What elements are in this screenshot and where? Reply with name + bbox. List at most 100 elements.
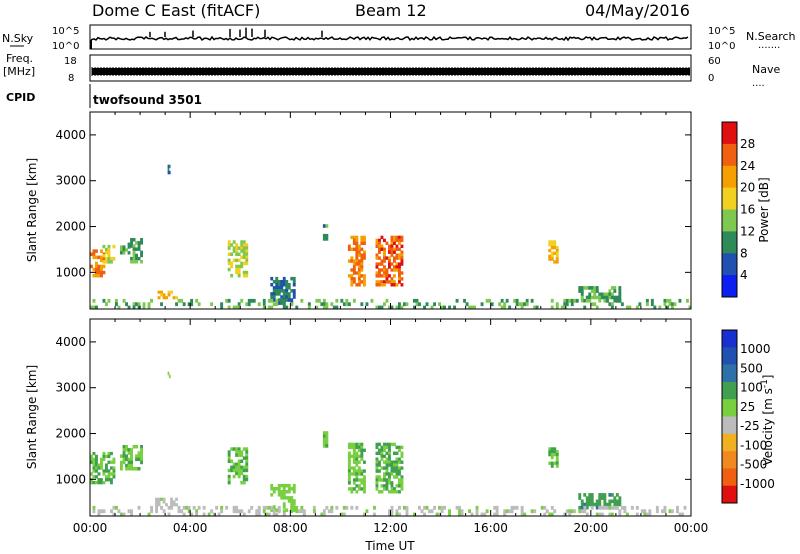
range-gate-cell <box>290 496 294 500</box>
range-gate-cell <box>588 499 592 504</box>
range-gate-cell <box>350 235 354 240</box>
range-gate-cell <box>608 493 612 497</box>
range-gate-cell <box>287 483 291 488</box>
range-gate-cell <box>395 490 399 494</box>
range-gate-cell <box>250 505 254 510</box>
range-gate-cell <box>120 454 123 458</box>
range-gate-cell <box>580 502 584 507</box>
range-gate-cell <box>122 512 126 517</box>
range-gate-cell <box>375 460 379 464</box>
range-gate-cell <box>270 276 274 281</box>
range-gate-cell <box>227 246 231 250</box>
range-gate-cell <box>285 490 289 494</box>
range-gate-cell <box>120 467 123 471</box>
heatmap-patch <box>347 442 366 494</box>
range-gate-cell <box>292 276 296 281</box>
range-gate-cell <box>380 466 384 470</box>
range-gate-cell <box>227 243 231 247</box>
range-gate-cell <box>378 490 381 494</box>
range-gate-cell <box>583 298 587 303</box>
range-gate-cell <box>393 463 396 467</box>
range-gate-cell <box>363 481 366 485</box>
range-gate-cell <box>543 505 547 510</box>
range-gate-cell <box>235 270 239 275</box>
range-gate-cell <box>287 295 291 299</box>
range-gate-cell <box>645 302 649 307</box>
range-gate-cell <box>583 493 587 497</box>
range-gate-cell <box>135 256 138 261</box>
range-gate-cell <box>603 298 607 303</box>
range-gate-cell <box>400 250 404 254</box>
range-gate-cell <box>237 474 241 479</box>
range-gate-cell <box>590 302 594 307</box>
range-gate-cell <box>355 238 359 243</box>
range-gate-cell <box>448 305 451 310</box>
range-gate-cell <box>167 371 170 376</box>
range-gate-cell <box>272 295 276 299</box>
range-gate-cell <box>130 463 133 468</box>
range-gate-cell <box>400 235 404 240</box>
range-gate-cell <box>130 509 133 514</box>
range-gate-cell <box>182 302 186 307</box>
range-gate-cell <box>658 305 662 310</box>
range-gate-cell <box>378 244 381 248</box>
range-gate-cell <box>135 457 138 462</box>
range-gate-cell <box>513 298 517 303</box>
range-gate-cell <box>357 478 361 482</box>
range-gate-cell <box>275 286 279 290</box>
range-gate-cell <box>548 453 552 457</box>
range-gate-cell <box>270 487 274 491</box>
range-gate-cell <box>92 466 96 470</box>
range-gate-cell <box>388 451 391 455</box>
range-gate-cell <box>595 499 599 504</box>
freq-label-line1: Freq. <box>6 52 33 65</box>
range-gate-cell <box>292 289 296 293</box>
range-gate-cell <box>240 509 244 514</box>
velocity-colorbar-label: Velocity [m s-1] <box>760 375 775 466</box>
range-gate-cell <box>400 466 404 470</box>
range-gate-cell <box>100 258 103 263</box>
range-gate-cell <box>383 268 386 272</box>
range-gate-cell <box>97 478 101 482</box>
range-gate-cell <box>378 250 381 254</box>
range-gate-cell <box>317 298 321 303</box>
range-gate-cell <box>352 487 356 491</box>
range-gate-cell <box>390 481 394 485</box>
range-gate-cell <box>383 250 386 254</box>
range-gate-cell <box>357 259 361 263</box>
range-gate-cell <box>383 475 386 479</box>
range-gate-cell <box>347 247 351 251</box>
range-gate-cell <box>157 497 161 501</box>
range-gate-cell <box>102 264 106 269</box>
range-gate-cell <box>280 301 284 305</box>
range-gate-cell <box>122 457 126 462</box>
colorbar-tick-label: 20 <box>740 181 755 195</box>
range-gate-cell <box>232 462 236 467</box>
range-gate-cell <box>102 260 106 264</box>
range-gate-cell <box>375 283 379 287</box>
range-gate-cell <box>553 246 557 250</box>
range-gate-cell <box>590 502 594 507</box>
colorbar-bin <box>722 231 737 254</box>
colorbar-bin <box>722 209 737 232</box>
range-gate-cell <box>237 264 241 269</box>
range-gate-cell <box>623 509 627 514</box>
range-gate-cell <box>240 450 244 454</box>
range-gate-cell <box>280 289 284 293</box>
range-gate-cell <box>593 302 597 307</box>
range-gate-cell <box>555 302 559 307</box>
range-gate-cell <box>545 509 549 514</box>
range-gate-cell <box>240 471 244 476</box>
range-gate-cell <box>105 302 108 307</box>
range-gate-cell <box>503 305 507 310</box>
range-gate-cell <box>105 463 108 467</box>
range-gate-cell <box>95 475 98 479</box>
range-gate-cell <box>393 442 396 447</box>
range-gate-cell <box>676 505 679 510</box>
range-gate-cell <box>355 259 359 263</box>
range-gate-cell <box>137 305 141 310</box>
range-gate-cell <box>355 469 359 473</box>
range-gate-cell <box>150 509 153 514</box>
range-gate-cell <box>95 463 98 467</box>
